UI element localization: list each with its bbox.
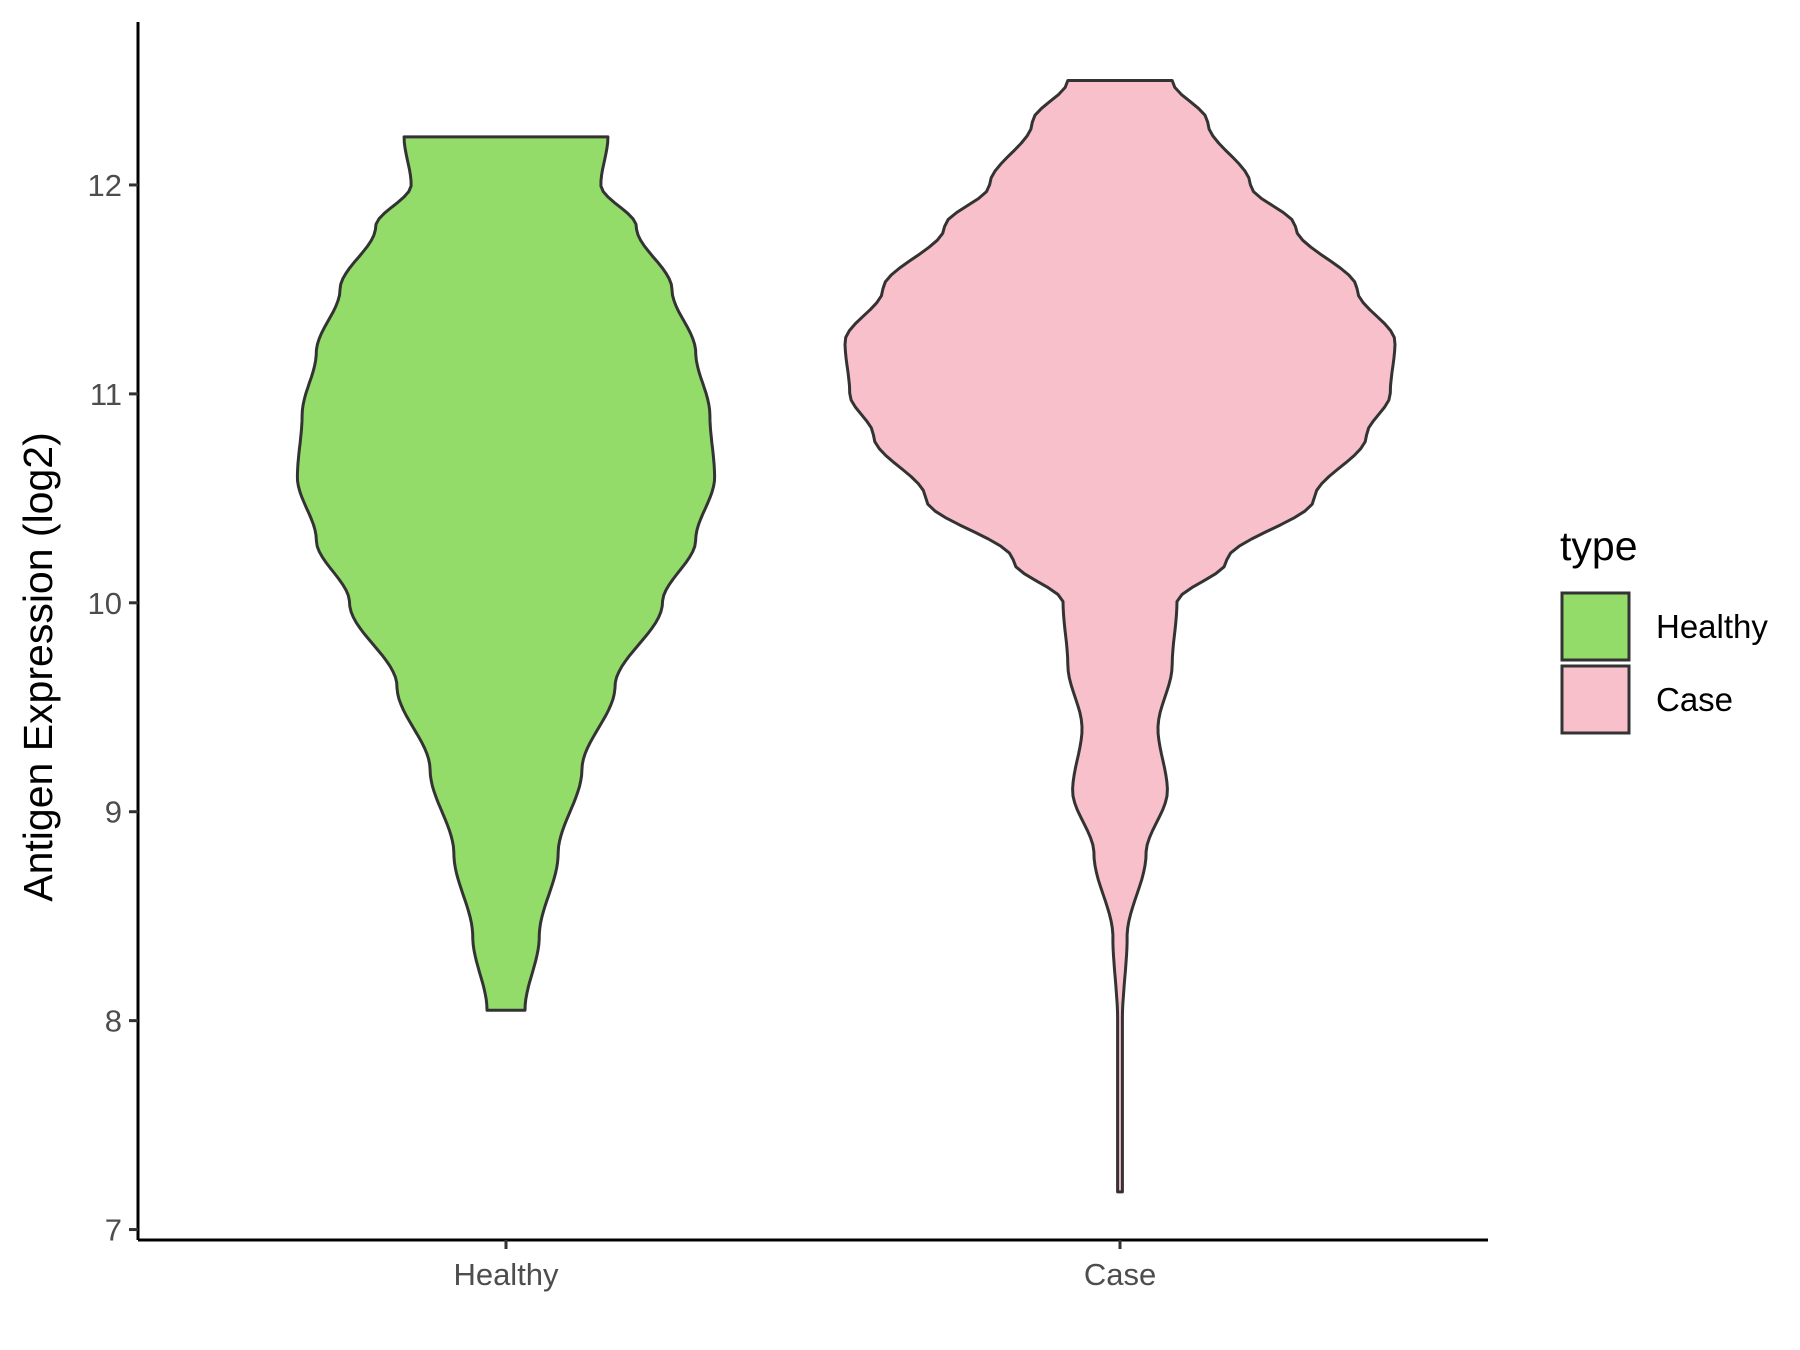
y-tick-label: 12 — [88, 168, 122, 203]
legend-label-healthy: Healthy — [1656, 608, 1768, 645]
legend-title: type — [1560, 523, 1638, 569]
x-tick-label: Case — [1084, 1257, 1156, 1292]
y-tick-label: 7 — [105, 1213, 122, 1248]
y-tick-label: 8 — [105, 1004, 122, 1039]
y-axis-title: Antigen Expression (log2) — [15, 432, 61, 901]
legend-label-case: Case — [1656, 681, 1733, 718]
plot-area — [295, 79, 1397, 1194]
y-tick-label: 11 — [90, 377, 122, 412]
legend-key-healthy — [1560, 591, 1631, 662]
violin-healthy — [295, 135, 717, 1012]
x-tick-label: Healthy — [453, 1257, 559, 1292]
legend-key-case — [1560, 664, 1631, 735]
y-tick-label: 10 — [88, 586, 122, 621]
axes: 7 8 9 10 11 12 Healthy Case — [88, 22, 1488, 1292]
violin-case — [843, 79, 1397, 1194]
legend: type Healthy Case — [1560, 523, 1768, 735]
y-tick-label: 9 — [105, 795, 122, 830]
